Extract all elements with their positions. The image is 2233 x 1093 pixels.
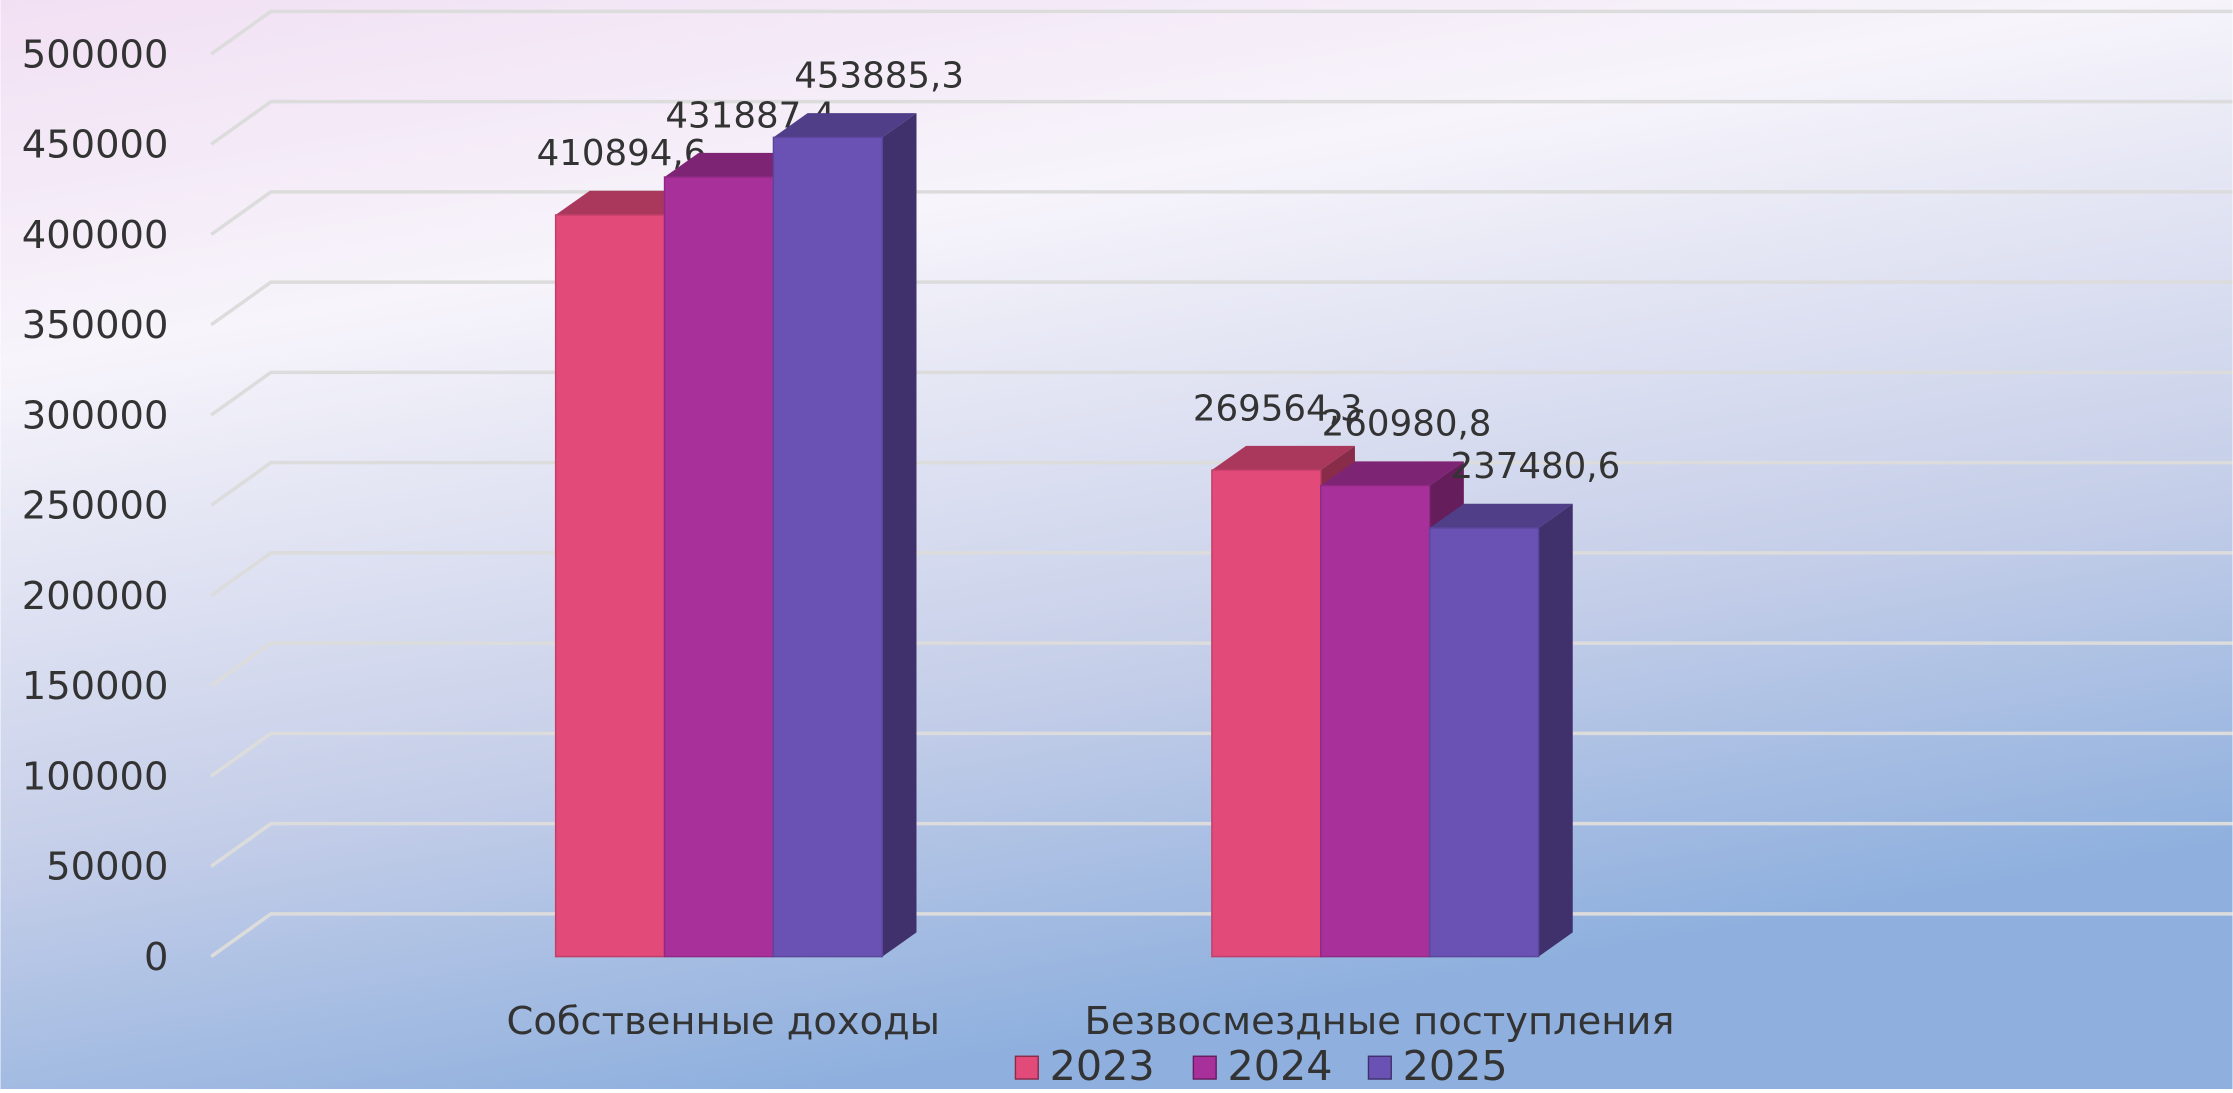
- y-tick-label: 300000: [22, 393, 169, 438]
- legend-swatch: [1368, 1056, 1391, 1079]
- legend-label: 2025: [1403, 1042, 1508, 1089]
- y-tick-label: 400000: [22, 213, 169, 258]
- bar: [556, 215, 665, 957]
- background: [0, 0, 2232, 1089]
- y-tick-label: 150000: [22, 664, 169, 709]
- chart: 0 50000 100000 150000 200000 250000 300000 3500…: [0, 0, 2233, 1089]
- legend-swatch: [1193, 1056, 1216, 1079]
- bar: [665, 177, 774, 957]
- bar-side: [882, 113, 916, 956]
- y-tick-label: 250000: [22, 484, 169, 529]
- data-label: 453885,3: [794, 56, 964, 97]
- bar-side: [1539, 504, 1573, 957]
- data-label: 237480,6: [1450, 446, 1620, 487]
- y-tick-label: 200000: [22, 574, 169, 619]
- y-tick-label: 450000: [22, 123, 169, 168]
- bar: [1430, 528, 1539, 957]
- legend-swatch: [1015, 1056, 1038, 1079]
- bar: [773, 137, 882, 956]
- legend-label: 2023: [1050, 1042, 1155, 1089]
- x-tick-label: Собственные доходы: [507, 999, 940, 1044]
- y-tick-label: 0: [144, 935, 168, 980]
- y-tick-label: 350000: [22, 303, 169, 348]
- data-label: 260980,8: [1322, 404, 1492, 445]
- x-tick-label: Безвосмездные поступления: [1084, 999, 1674, 1044]
- y-tick-label: 500000: [22, 32, 169, 77]
- legend-label: 2024: [1228, 1042, 1333, 1089]
- bar: [1212, 470, 1321, 957]
- y-tick-label: 100000: [22, 754, 169, 799]
- y-tick-label: 50000: [46, 845, 168, 890]
- bar: [1321, 486, 1430, 957]
- page: 0 50000 100000 150000 200000 250000 300000 3500…: [0, 0, 2233, 1089]
